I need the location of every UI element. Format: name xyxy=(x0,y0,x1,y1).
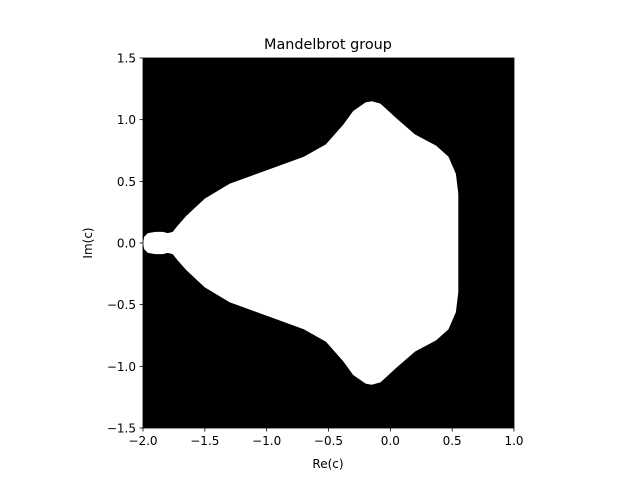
x-tick-label: −1.0 xyxy=(252,434,281,448)
plot-area xyxy=(142,57,515,429)
x-axis: −2.0 −1.5 −1.0 −0.5 0.0 0.5 1.0 xyxy=(128,428,524,448)
x-tick-label: 1.0 xyxy=(504,434,523,448)
y-tick-label: 0.5 xyxy=(117,175,136,189)
y-tick-label: 0.0 xyxy=(117,237,136,251)
y-axis-label: Im(c) xyxy=(81,227,95,258)
y-tick-label: −0.5 xyxy=(107,298,136,312)
x-tick-label: −2.0 xyxy=(128,434,157,448)
mandelbrot-set-region xyxy=(143,101,459,385)
chart-title: Mandelbrot group xyxy=(264,37,392,53)
y-tick-label: −1.0 xyxy=(107,360,136,374)
x-tick-label: 0.0 xyxy=(381,434,400,448)
y-axis: −1.5 −1.0 −0.5 0.0 0.5 1.0 1.5 xyxy=(107,52,143,436)
y-tick-label: −1.5 xyxy=(107,422,136,436)
x-tick-label: −1.5 xyxy=(190,434,219,448)
x-tick-label: 0.5 xyxy=(443,434,462,448)
x-tick-label: −0.5 xyxy=(314,434,343,448)
x-axis-label: Re(c) xyxy=(312,457,343,471)
y-tick-label: 1.5 xyxy=(117,52,136,66)
y-tick-label: 1.0 xyxy=(117,113,136,127)
